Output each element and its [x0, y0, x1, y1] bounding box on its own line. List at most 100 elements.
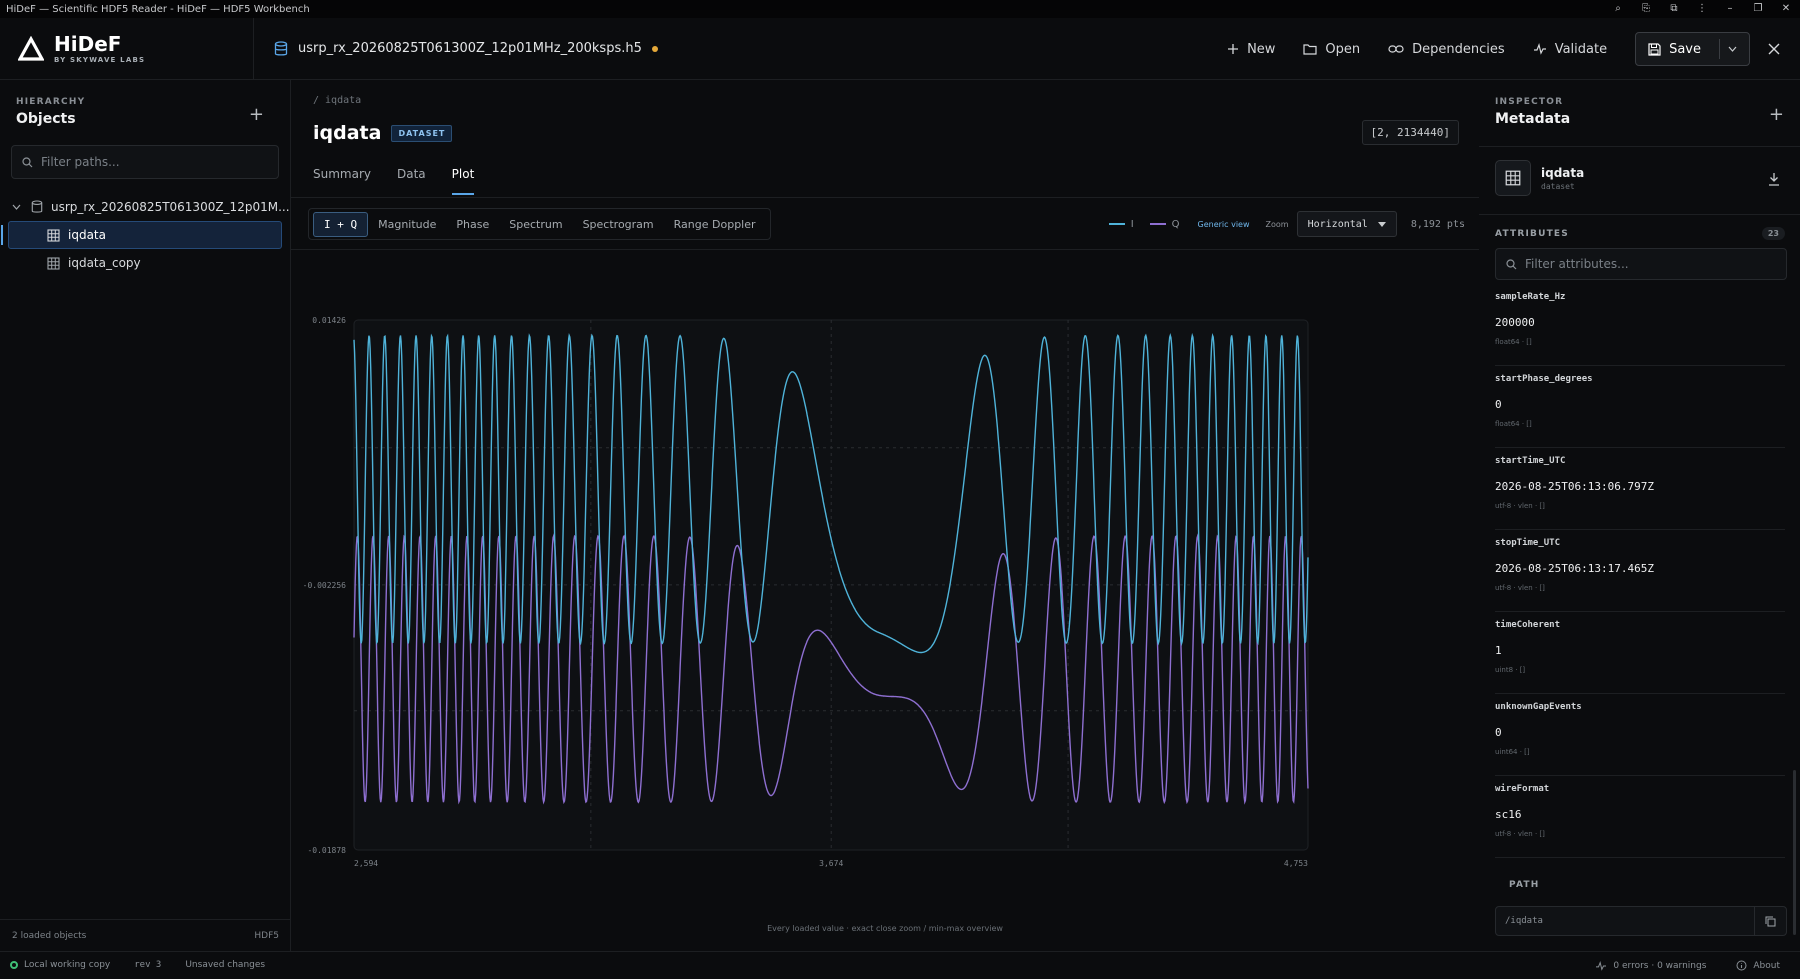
main-panel: / iqdata iqdata DATASET [2, 2134440] Sum… — [291, 80, 1479, 951]
attribute-row[interactable]: startPhase_degrees 0 float64 · [] — [1495, 366, 1785, 448]
pulse-icon — [1533, 43, 1546, 55]
inspector-scrollbar[interactable] — [1793, 770, 1796, 935]
shape-badge: [2, 2134440] — [1361, 120, 1459, 145]
series-q-line — [353, 533, 1309, 805]
close-window-icon[interactable]: ✕ — [1781, 3, 1791, 14]
close-icon[interactable] — [1768, 43, 1780, 55]
y-tick-label: 0.01426 — [312, 316, 346, 325]
save-button[interactable]: Save — [1635, 32, 1750, 66]
chevron-down-icon[interactable] — [1728, 46, 1737, 52]
zoom-icon[interactable]: ⌕ — [1615, 3, 1621, 14]
zoom-label: Zoom — [1265, 219, 1289, 229]
x-tick-label: 4,753 — [1284, 859, 1308, 868]
attribute-row[interactable]: stopTime_UTC 2026-08-25T06:13:17.465Z utf-… — [1495, 530, 1785, 612]
plot-mode-tabs: I + Q Magnitude Phase Spectrum Spectrogr… — [308, 208, 771, 240]
window-titlebar: HiDeF — Scientific HDF5 Reader - HiDeF —… — [0, 0, 1800, 18]
breadcrumb: / iqdata — [313, 95, 362, 106]
app-header: HiDeF BY SKYWAVE LABS usrp_rx_20260825T0… — [0, 17, 1800, 80]
brand-sub: BY SKYWAVE LABS — [54, 55, 146, 64]
plot-tab-spectrogram[interactable]: Spectrogram — [582, 217, 654, 231]
attribute-row[interactable]: wireFormat sc16 utf-8 · vlen · [] — [1495, 776, 1785, 858]
more-icon[interactable]: ⋮ — [1697, 3, 1707, 14]
revision-label: rev 3 — [134, 960, 162, 970]
table-icon — [47, 228, 60, 242]
search-icon — [1506, 258, 1517, 269]
about-link[interactable]: About — [1753, 960, 1780, 971]
logo-icon — [18, 35, 44, 61]
window-title: HiDeF — Scientific HDF5 Reader - HiDeF —… — [6, 3, 310, 15]
plot-tab-iq[interactable]: I + Q — [313, 211, 369, 237]
working-copy-status: Local working copy — [24, 960, 111, 970]
attributes-count: 23 — [1761, 227, 1785, 240]
legend-i: I — [1130, 218, 1134, 230]
add-object-icon[interactable]: + — [248, 104, 264, 125]
pulse-icon — [1596, 960, 1607, 971]
plot-tab-spectrum[interactable]: Spectrum — [509, 217, 563, 231]
database-icon — [31, 200, 43, 213]
attribute-row[interactable]: timeCoherent 1 uint8 · [] — [1495, 612, 1785, 694]
table-icon — [47, 256, 60, 270]
filter-paths-input[interactable]: Filter paths... — [11, 145, 279, 179]
new-button[interactable]: New — [1227, 42, 1275, 57]
restore-icon[interactable]: ❐ — [1753, 3, 1763, 14]
x-tick-label: 3,674 — [819, 859, 843, 868]
inspector-title: Metadata — [1495, 111, 1571, 127]
plot-tab-range-doppler[interactable]: Range Doppler — [673, 217, 756, 231]
format-label: HDF5 — [254, 930, 279, 941]
search-icon — [22, 156, 33, 167]
hierarchy-title: Objects — [16, 111, 76, 127]
plot-tab-phase[interactable]: Phase — [456, 217, 490, 231]
tab-summary[interactable]: Summary — [313, 167, 371, 181]
tab-data[interactable]: Data — [397, 167, 426, 181]
tree-item-iqdata-copy[interactable]: iqdata_copy — [0, 249, 290, 277]
tree-root-label: usrp_rx_20260825T061300Z_12p01M... — [51, 200, 290, 214]
info-icon — [1736, 960, 1747, 971]
document-icon[interactable]: ⎘ — [1642, 3, 1650, 14]
generic-view-link[interactable]: Generic view — [1197, 219, 1250, 229]
brand: HiDeF BY SKYWAVE LABS — [0, 17, 254, 80]
plus-icon — [1228, 44, 1239, 54]
tab-plot[interactable]: Plot — [451, 167, 475, 195]
path-field[interactable]: /iqdata — [1495, 906, 1787, 936]
status-ok-icon — [10, 961, 18, 969]
hierarchy-eyebrow: HIERARCHY — [16, 97, 86, 107]
zoom-select[interactable]: Horizontal — [1296, 211, 1397, 237]
minimize-icon[interactable]: – — [1727, 3, 1733, 14]
filter-attributes-input[interactable]: Filter attributes... — [1495, 248, 1787, 280]
open-button[interactable]: Open — [1303, 42, 1360, 57]
dataset-badge: DATASET — [391, 124, 453, 142]
points-count: 8,192 pts — [1410, 218, 1465, 230]
caret-down-icon — [1377, 221, 1386, 227]
plot-legend: I Q Generic view Zoom Horizontal 8,192 p… — [1108, 209, 1465, 239]
legend-q: Q — [1171, 218, 1180, 230]
toolbar: New Open Dependencies Validate Save — [1227, 18, 1800, 80]
chevron-down-icon[interactable] — [12, 204, 21, 210]
iq-plot[interactable]: 0.01426 -0.002256 -0.01878 2,594 3,674 4,753 — [291, 262, 1479, 912]
validate-button[interactable]: Validate — [1533, 42, 1607, 57]
tree-item-label: iqdata_copy — [68, 256, 141, 270]
path-header: PATH — [1509, 880, 1540, 890]
tree-root-file[interactable]: usrp_rx_20260825T061300Z_12p01M... — [0, 193, 290, 221]
validation-status[interactable]: 0 errors · 0 warnings — [1613, 960, 1707, 971]
attribute-row[interactable]: sampleRate_Hz 200000 float64 · [] — [1495, 284, 1785, 366]
add-attribute-icon[interactable]: + — [1768, 104, 1784, 125]
legend-i-swatch — [1108, 223, 1125, 225]
file-name: usrp_rx_20260825T061300Z_12p01MHz_200ksp… — [298, 41, 642, 56]
tree-item-iqdata[interactable]: iqdata — [1, 221, 282, 249]
y-tick-label: -0.002256 — [303, 581, 347, 590]
y-tick-label: -0.01878 — [307, 846, 346, 855]
attribute-list: sampleRate_Hz 200000 float64 · [] startPha… — [1495, 284, 1785, 858]
plot-tab-magnitude[interactable]: Magnitude — [378, 217, 437, 231]
attribute-row[interactable]: unknownGapEvents 0 uint64 · [] — [1495, 694, 1785, 776]
attribute-row[interactable]: startTime_UTC 2026-08-25T06:13:06.797Z utf… — [1495, 448, 1785, 530]
copy-icon[interactable] — [1754, 907, 1786, 935]
database-icon — [274, 40, 288, 56]
object-name: iqdata — [1541, 165, 1585, 180]
loaded-count: 2 loaded objects — [12, 930, 87, 941]
dependencies-button[interactable]: Dependencies — [1388, 42, 1505, 57]
sidebar-footer: 2 loaded objects HDF5 — [0, 919, 291, 951]
extensions-icon[interactable]: ⧉ — [1670, 3, 1678, 14]
view-tabs: Summary Data Plot — [313, 167, 500, 195]
download-icon[interactable] — [1768, 172, 1780, 186]
file-tab[interactable]: usrp_rx_20260825T061300Z_12p01MHz_200ksp… — [254, 40, 658, 57]
